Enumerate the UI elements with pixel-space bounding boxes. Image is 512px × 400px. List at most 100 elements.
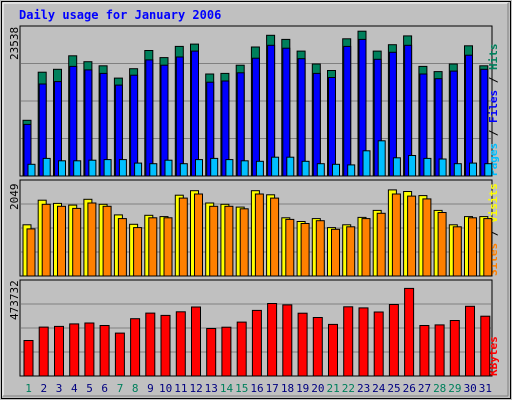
x-tick-label: 19 (296, 382, 309, 395)
bar-sites (254, 193, 264, 277)
bar-files (465, 54, 473, 177)
bar-kbytes (145, 312, 156, 377)
bar-sites (163, 217, 173, 277)
bar-sites (391, 193, 401, 277)
x-tick-label: 8 (132, 382, 139, 395)
bar-files (160, 64, 169, 177)
bar-pages (58, 160, 66, 177)
bar-kbytes (54, 325, 64, 377)
bar-kbytes (267, 303, 278, 377)
bar-kbytes (480, 315, 491, 377)
bar-sites (452, 226, 462, 277)
bar-sites (300, 223, 310, 277)
bar-kbytes (84, 322, 95, 377)
bar-kbytes (191, 306, 201, 377)
bar-sites (285, 218, 295, 277)
legend-sep2: / (487, 70, 500, 90)
bar-files (449, 70, 458, 177)
bar-files (191, 50, 199, 177)
bar-pages (286, 156, 295, 177)
bar-files (328, 77, 336, 177)
bar-files (145, 59, 154, 177)
bar-sites (346, 226, 356, 277)
x-tick-label: 14 (220, 382, 234, 395)
bar-kbytes (328, 323, 338, 377)
bar-kbytes (434, 324, 445, 377)
x-tick-label: 31 (479, 382, 492, 395)
legend-hits: Hits (487, 44, 500, 71)
bar-sites (178, 197, 188, 277)
x-tick-label: 24 (372, 382, 386, 395)
bar-kbytes (114, 332, 125, 377)
bar-files (175, 56, 184, 177)
bar-pages (469, 162, 477, 177)
bar-pages (408, 155, 417, 177)
bar-files (297, 58, 306, 177)
bar-pages (271, 156, 280, 177)
bar-sites (102, 205, 112, 277)
bar-kbytes (343, 306, 354, 377)
bar-kbytes (373, 311, 384, 377)
bar-kbytes (388, 304, 399, 377)
x-tick-label: 18 (281, 382, 294, 395)
bar-kbytes (160, 314, 171, 377)
bar-sites (468, 217, 477, 277)
bar-kbytes (465, 305, 475, 377)
bar-pages (88, 159, 97, 177)
x-tick-label: 2 (40, 382, 47, 395)
bar-pages (240, 160, 249, 177)
x-tick-label: 6 (101, 382, 108, 395)
bar-pages (27, 163, 36, 177)
chart-title: Daily usage for January 2006 (19, 8, 221, 22)
bar-sites (270, 197, 280, 277)
bar-kbytes (297, 312, 308, 377)
bar-sites (57, 205, 66, 277)
bar-kbytes (221, 326, 232, 377)
bar-pages (118, 159, 127, 177)
bar-kbytes (175, 311, 186, 377)
bar-kbytes (358, 307, 369, 377)
x-tick-label: 5 (86, 382, 93, 395)
bar-pages (484, 163, 493, 177)
bar-kbytes (404, 287, 415, 377)
chart-marks (21, 30, 493, 377)
x-tick-label: 16 (250, 382, 263, 395)
bar-pages (332, 163, 340, 177)
x-tick-label: 22 (342, 382, 355, 395)
x-tick-label: 20 (311, 382, 324, 395)
legend-sep1: / (487, 123, 500, 143)
x-tick-label: 10 (159, 382, 172, 395)
x-tick-label: 7 (117, 382, 124, 395)
bar-files (251, 57, 260, 177)
bar-kbytes (251, 309, 262, 377)
bar-kbytes (23, 340, 34, 377)
x-tick-label: 25 (387, 382, 400, 395)
bar-sites (315, 220, 325, 277)
bar-sites (224, 205, 234, 277)
bar-sites (239, 208, 249, 277)
bar-sites (41, 203, 51, 277)
bar-pages (195, 159, 203, 177)
bar-pages (210, 157, 219, 177)
bar-sites (72, 207, 82, 277)
bar-pages (301, 160, 310, 177)
bar-kbytes (130, 318, 141, 377)
x-tick-label: 12 (189, 382, 202, 395)
bar-pages (73, 160, 82, 177)
bar-pages (423, 157, 432, 177)
bar-pages (316, 163, 325, 177)
bar-files (130, 74, 139, 177)
bar-sites (209, 205, 219, 277)
bar-sites (133, 227, 143, 277)
bar-pages (134, 162, 143, 177)
bar-pages (149, 163, 158, 177)
bar-sites (117, 218, 127, 277)
bar-kbytes (449, 320, 460, 377)
bar-pages (255, 160, 264, 177)
bar-sites (376, 212, 386, 277)
bar-pages (103, 159, 112, 177)
x-tick-labels: 1 2 3 4 5 6 7 8 9 10 11 12 13 14 15 16 17 18 19 20 21 22 23 24 2… (25, 382, 492, 395)
bar-sites (437, 212, 447, 277)
